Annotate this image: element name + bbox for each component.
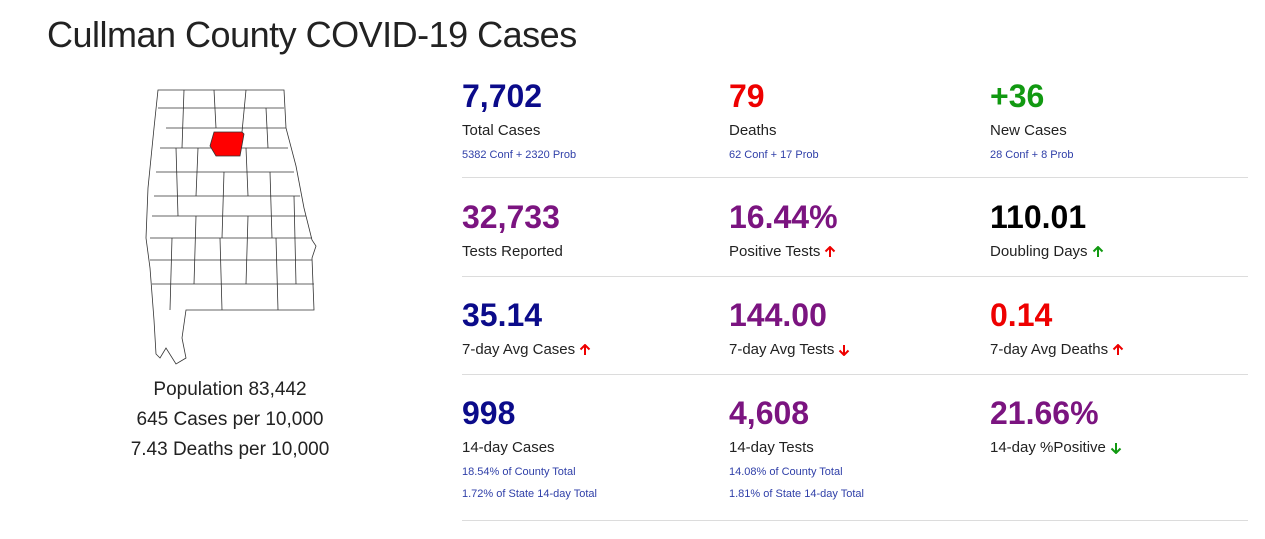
stat-label: Tests Reported [462,243,563,260]
row-divider [462,276,1248,277]
alabama-map-icon [145,89,317,365]
row-divider [462,177,1248,178]
avg-cases-7day-card: 35.14 7-day Avg Cases [462,297,712,358]
arrow-down-icon [839,344,850,356]
avg-deaths-7day-card: 0.14 7-day Avg Deaths [990,297,1240,358]
stat-label: 7-day Avg Cases [462,341,712,358]
cases-per-10k-text: 645 Cases per 10,000 [136,409,324,430]
stat-value: 998 [462,395,516,431]
arrow-up-icon [825,245,836,257]
stat-subtext: 1.72% of State 14-day Total [462,488,597,500]
stat-value: 110.01 [990,199,1087,235]
stat-label: Total Cases [462,122,541,139]
stat-label: New Cases [990,122,1067,139]
arrow-up-icon [1112,343,1124,355]
stat-label: 14-day Tests [729,439,814,456]
deaths-per-10k-text: 7.43 Deaths per 10,000 [130,439,330,460]
stat-value: 16.44% [729,199,838,235]
cullman-county-highlight [209,131,245,157]
stat-label: Deaths [729,122,777,139]
row-divider [462,520,1248,521]
population-text: Population 83,442 [153,379,307,400]
arrow-up-icon [1092,245,1103,257]
page-title: Cullman County COVID-19 Cases [47,14,577,55]
stat-label: Doubling Days [990,243,1240,260]
stat-subtext: 5382 Conf + 2320 Prob [462,149,577,161]
positive-tests-card: 16.44% Positive Tests [729,199,979,260]
doubling-days-card: 110.01 Doubling Days [990,199,1240,260]
row-divider [462,374,1248,375]
stat-label: 14-day %Positive [990,439,1240,456]
stat-value: 35.14 [462,297,543,333]
stat-value: 21.66% [990,395,1099,431]
tests-14day-card: 4,608 14-day Tests 14.08% of County Tota… [729,395,979,500]
stat-value: +36 [990,78,1045,114]
new-cases-card: +36 New Cases 28 Conf + 8 Prob [990,78,1240,161]
positive-14day-card: 21.66% 14-day %Positive [990,395,1240,456]
stat-label: Positive Tests [729,243,979,260]
stat-subtext: 18.54% of County Total [462,466,576,478]
stat-subtext: 62 Conf + 17 Prob [729,149,819,161]
stat-subtext: 14.08% of County Total [729,466,843,478]
stat-label: 14-day Cases [462,439,555,456]
arrow-down-icon [1110,442,1122,454]
stat-value: 79 [729,78,765,114]
deaths-card: 79 Deaths 62 Conf + 17 Prob [729,78,979,161]
total-cases-card: 7,702 Total Cases 5382 Conf + 2320 Prob [462,78,712,161]
stat-subtext: 28 Conf + 8 Prob [990,149,1074,161]
stat-label: 7-day Avg Tests [729,341,979,358]
stat-value: 4,608 [729,395,810,431]
stat-subtext: 1.81% of State 14-day Total [729,488,864,500]
cases-14day-card: 998 14-day Cases 18.54% of County Total … [462,395,712,500]
tests-reported-card: 32,733 Tests Reported [462,199,712,260]
state-outline [145,89,317,365]
stat-value: 0.14 [990,297,1053,333]
stat-value: 32,733 [462,199,560,235]
stat-value: 144.00 [729,297,827,333]
stat-value: 7,702 [462,78,543,114]
avg-tests-7day-card: 144.00 7-day Avg Tests [729,297,979,358]
arrow-up-icon [579,343,591,355]
stat-label: 7-day Avg Deaths [990,341,1240,358]
